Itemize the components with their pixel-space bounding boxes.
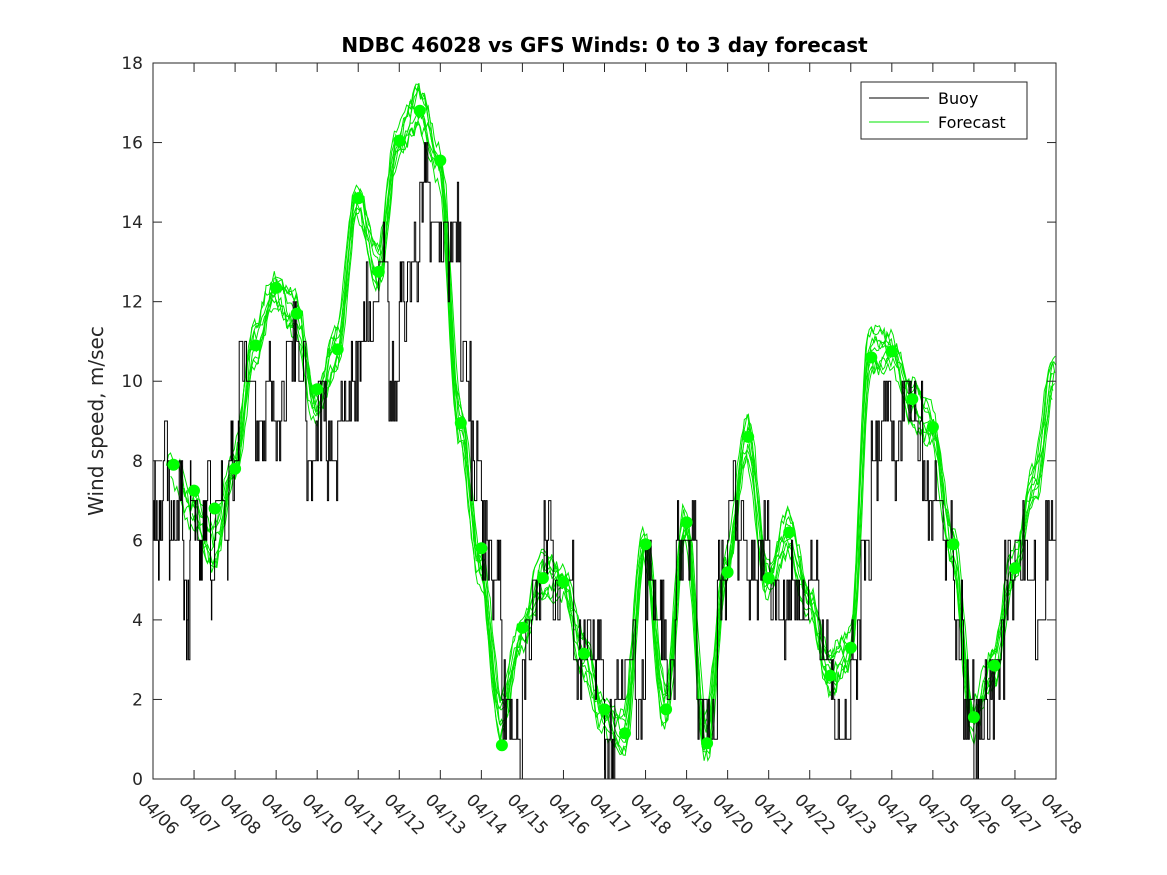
y-tick-label: 14 [121,213,143,233]
y-tick-label: 12 [121,293,143,313]
forecast-marker [783,526,796,539]
forecast-marker [413,104,426,117]
y-tick-label: 4 [132,611,143,631]
y-tick-label: 16 [121,134,143,154]
y-tick-label: 8 [132,452,143,472]
forecast-line [193,122,1057,741]
forecast-marker [988,659,1001,672]
forecast-marker [639,538,652,551]
forecast-marker [926,421,939,433]
forecast-marker [844,641,857,654]
y-tick-label: 6 [132,531,143,551]
forecast-marker [311,383,324,396]
chart-title: NDBC 46028 vs GFS Winds: 0 to 3 day fore… [341,33,868,57]
forecast-marker [475,542,488,555]
forecast-marker [495,739,508,752]
forecast-marker [721,566,734,579]
forecast-marker [680,516,693,529]
forecast-marker [578,647,590,660]
forecast-marker [762,572,775,585]
legend-forecast-label: Forecast [938,113,1006,132]
forecast-marker [249,339,262,352]
legend-buoy-label: Buoy [938,89,978,108]
forecast-marker [885,345,898,358]
forecast-marker [1009,562,1021,575]
legend[interactable]: Buoy Forecast [860,81,1028,140]
forecast-marker [824,669,837,682]
plot-area [153,63,1056,779]
forecast-marker [557,576,570,589]
forecast-markers [167,104,1021,752]
forecast-marker [229,462,242,475]
buoy-series [153,142,1056,780]
forecast-marker [660,703,673,716]
forecast-marker [270,281,283,294]
forecast-marker [536,572,549,585]
forecast-marker [947,538,960,551]
y-tick-label: 18 [121,54,143,74]
legend-box [860,81,1028,140]
forecast-marker [454,417,467,429]
forecast-marker [372,265,385,278]
forecast-marker [742,430,755,443]
y-tick-label: 0 [132,770,143,790]
forecast-marker [290,307,303,320]
forecast-marker [393,134,406,147]
y-axis: 0 2 4 6 8 10 12 14 16 18 [121,54,1056,790]
y-tick-label: 10 [121,372,143,392]
forecast-marker [906,393,919,406]
forecast-marker [208,502,221,515]
forecast-marker [352,192,365,205]
forecast-marker [967,711,980,724]
buoy-line [153,142,1056,780]
forecast-marker [865,351,878,364]
y-tick-label: 2 [132,690,143,710]
forecast-marker [701,737,714,750]
forecast-line [182,111,1056,735]
forecast-marker [619,727,631,740]
forecast-marker [598,703,611,716]
forecast-marker [516,621,529,634]
forecast-marker [188,484,200,497]
forecast-marker [167,458,180,471]
forecast-marker [331,343,344,356]
y-axis-label: Wind speed, m/sec [84,326,108,516]
forecast-marker [434,154,447,167]
